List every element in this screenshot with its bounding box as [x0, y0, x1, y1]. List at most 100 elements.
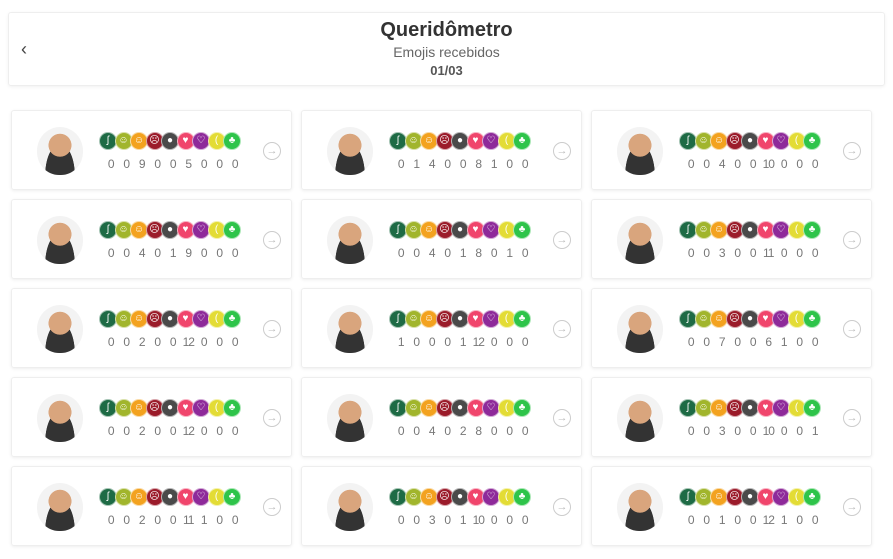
banana-icon: (: [207, 488, 226, 506]
participant-card[interactable]: ʃ ☺ ☺ ☹ ● ♥ ♡(♣ 0 0 3 0 0 10 0 0 1 →: [591, 377, 872, 457]
bomb-icon: ●: [451, 221, 469, 239]
arrow-right-icon[interactable]: →: [553, 498, 571, 516]
arrow-right-icon[interactable]: →: [553, 142, 571, 160]
arrow-right-icon[interactable]: →: [843, 320, 861, 338]
emoji-row: ʃ ☺ ☺ ☹ ● ♥ ♡(♣: [389, 221, 531, 239]
avatar: [617, 305, 663, 353]
arrow-right-icon[interactable]: →: [553, 231, 571, 249]
bomb-icon: ●: [451, 488, 469, 506]
emoji-count: 0: [521, 246, 529, 260]
participant-card[interactable]: ʃ ☺ ☺ ☹ ● ♥ ♡(♣ 0 0 4 0 1 9 0 0 0 →: [11, 199, 292, 279]
emoji-count: 0: [703, 424, 710, 438]
emoji-count: 4: [138, 246, 146, 260]
arrow-right-icon[interactable]: →: [553, 320, 571, 338]
emoji-count: 0: [397, 246, 405, 260]
emoji-count: 0: [734, 335, 741, 349]
participant-grid: ʃ ☺ ☺ ☹ ● ♥ ♡(♣ 0 0 9 0 0 5 0 0 0 → ʃ ☺ ☺ ☹ ● ♥ ♡(♣ 0 1 4 0 0 8 1 0 0 → ʃ ☺…: [11, 110, 872, 546]
emoji-count: 0: [780, 157, 788, 171]
arrow-right-icon[interactable]: →: [263, 142, 281, 160]
plant-icon: ♣: [803, 488, 821, 506]
emoji-count: 0: [687, 335, 695, 349]
emoji-count: 4: [428, 424, 436, 438]
arrow-right-icon[interactable]: →: [843, 498, 861, 516]
banana-icon: (: [497, 221, 516, 239]
chevron-left-icon[interactable]: ‹: [21, 39, 27, 59]
emoji-count: 0: [107, 157, 115, 171]
page-subtitle: Emojis recebidos: [393, 44, 500, 60]
participant-card[interactable]: ʃ ☺ ☺ ☹ ● ♥ ♡(♣ 0 0 3 0 1 10 0 0 0 →: [301, 466, 582, 546]
snake-icon: ʃ: [389, 399, 407, 417]
emoji-count: 1: [718, 513, 726, 527]
banana-icon: (: [207, 221, 226, 239]
emoji-count: 0: [397, 157, 405, 171]
plant-icon: ♣: [513, 132, 531, 150]
count-row: 1 0 0 0 1 12 0 0 0: [393, 335, 533, 349]
emoji-count: 0: [397, 513, 405, 527]
angry-icon: ☹: [725, 221, 744, 239]
emoji-count: 0: [169, 513, 177, 527]
arrow-right-icon[interactable]: →: [553, 409, 571, 427]
count-row: 0 0 4 0 0 10 0 0 0: [683, 157, 823, 171]
emoji-count: 0: [413, 424, 420, 438]
emoji-count: 7: [718, 335, 726, 349]
arrow-right-icon[interactable]: →: [263, 409, 281, 427]
emoji-count: 0: [506, 157, 513, 171]
arrow-right-icon[interactable]: →: [263, 231, 281, 249]
emoji-count: 0: [169, 335, 177, 349]
participant-card[interactable]: ʃ ☺ ☺ ☹ ● ♥ ♡(♣ 0 1 4 0 0 8 1 0 0 →: [301, 110, 582, 190]
arrow-right-icon[interactable]: →: [263, 498, 281, 516]
emoji-count: 0: [216, 513, 223, 527]
broken-heart-icon: ♡: [482, 132, 500, 150]
arrow-right-icon[interactable]: →: [843, 231, 861, 249]
emoji-count: 0: [397, 424, 405, 438]
emoji-count: 0: [796, 246, 803, 260]
emoji-count: 0: [749, 246, 757, 260]
arrow-right-icon[interactable]: →: [843, 142, 861, 160]
count-row: 0 0 3 0 1 10 0 0 0: [393, 513, 533, 527]
emoji-count: 0: [780, 246, 788, 260]
participant-card[interactable]: ʃ ☺ ☺ ☹ ● ♥ ♡(♣ 1 0 0 0 1 12 0 0 0 →: [301, 288, 582, 368]
emoji-count: 0: [231, 424, 239, 438]
participant-card[interactable]: ʃ ☺ ☺ ☹ ● ♥ ♡(♣ 0 0 2 0 0 11 1 0 0 →: [11, 466, 292, 546]
emoji-row: ʃ ☺ ☺ ☹ ● ♥ ♡(♣: [99, 132, 241, 150]
participant-card[interactable]: ʃ ☺ ☺ ☹ ● ♥ ♡(♣ 0 0 9 0 0 5 0 0 0 →: [11, 110, 292, 190]
participant-card[interactable]: ʃ ☺ ☺ ☹ ● ♥ ♡(♣ 0 0 2 0 0 12 0 0 0 →: [11, 377, 292, 457]
avatar: [617, 127, 663, 175]
emoji-count: 5: [185, 157, 192, 171]
emoji-count: 0: [734, 513, 741, 527]
angry-icon: ☹: [725, 310, 744, 328]
avatar: [37, 394, 83, 442]
emoji-count: 0: [811, 157, 819, 171]
emoji-count: 0: [200, 157, 208, 171]
avatar: [327, 127, 373, 175]
lie-icon: ☺: [420, 221, 438, 239]
emoji-count: 0: [200, 335, 208, 349]
broken-heart-icon: ♡: [482, 488, 500, 506]
participant-card[interactable]: ʃ ☺ ☺ ☹ ● ♥ ♡(♣ 0 0 4 0 2 8 0 0 0 →: [301, 377, 582, 457]
participant-card[interactable]: ʃ ☺ ☺ ☹ ● ♥ ♡(♣ 0 0 3 0 0 11 0 0 0 →: [591, 199, 872, 279]
emoji-count: 0: [413, 246, 420, 260]
count-row: 0 0 3 0 0 11 0 0 0: [683, 246, 823, 260]
participant-card[interactable]: ʃ ☺ ☺ ☹ ● ♥ ♡(♣ 0 0 4 0 0 10 0 0 0 →: [591, 110, 872, 190]
broken-heart-icon: ♡: [482, 310, 500, 328]
arrow-right-icon[interactable]: →: [263, 320, 281, 338]
lie-icon: ☺: [710, 132, 728, 150]
emoji-count: 0: [749, 424, 757, 438]
plant-icon: ♣: [223, 221, 241, 239]
participant-card[interactable]: ʃ ☺ ☺ ☹ ● ♥ ♡(♣ 0 0 7 0 0 6 1 0 0 →: [591, 288, 872, 368]
participant-card[interactable]: ʃ ☺ ☺ ☹ ● ♥ ♡(♣ 0 0 1 0 0 12 1 0 0 →: [591, 466, 872, 546]
emoji-count: 12: [182, 424, 195, 438]
angry-icon: ☹: [145, 488, 164, 506]
plant-icon: ♣: [803, 399, 821, 417]
emoji-count: 12: [472, 335, 485, 349]
emoji-count: 3: [718, 424, 726, 438]
emoji-count: 9: [138, 157, 146, 171]
emoji-count: 1: [780, 335, 788, 349]
emoji-count: 0: [780, 424, 788, 438]
emoji-count: 0: [154, 335, 161, 349]
participant-card[interactable]: ʃ ☺ ☺ ☹ ● ♥ ♡(♣ 0 0 2 0 0 12 0 0 0 →: [11, 288, 292, 368]
participant-card[interactable]: ʃ ☺ ☺ ☹ ● ♥ ♡(♣ 0 0 4 0 1 8 0 1 0 →: [301, 199, 582, 279]
arrow-right-icon[interactable]: →: [843, 409, 861, 427]
emoji-count: 0: [687, 157, 695, 171]
emoji-count: 0: [811, 246, 819, 260]
